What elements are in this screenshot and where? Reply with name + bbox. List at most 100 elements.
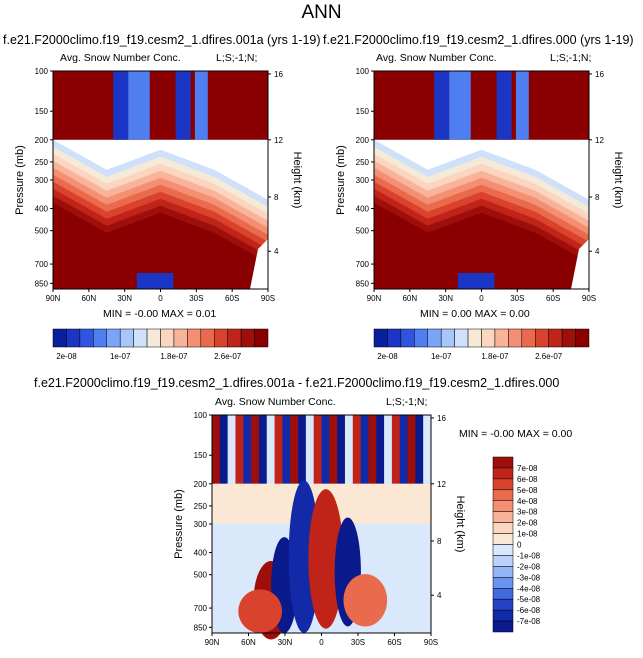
y-axis-title: Pressure (mb): [14, 145, 26, 215]
field-missing: [250, 239, 268, 289]
y-tick-label: 400: [356, 205, 370, 214]
colorbar-tick-label: 1.8e-07: [160, 352, 188, 361]
colorbar-swatch: [492, 566, 514, 578]
y-tick-label: 850: [35, 279, 49, 288]
field-surface-blob: [136, 273, 174, 289]
y-tick-label: 250: [194, 502, 208, 511]
colorbar-swatch: [173, 328, 188, 348]
colorbar-tick-label: -4e-08: [517, 584, 541, 593]
field-upper-stripe: [282, 415, 291, 484]
field-upper: [374, 71, 589, 140]
x-tick-label: 90S: [424, 638, 438, 647]
field-upper-stripe: [212, 415, 221, 484]
field-upper: [53, 71, 268, 140]
y-tick-label: 150: [356, 107, 370, 116]
colorbar-swatch: [440, 328, 455, 348]
y-tick-label: 150: [194, 451, 208, 460]
colorbar-tick-label: 2e-08: [517, 519, 538, 528]
x-tick-label: 90N: [46, 294, 61, 303]
colorbar-swatch: [106, 328, 121, 348]
colorbar-swatch: [387, 328, 402, 348]
colorbar-swatch: [492, 588, 514, 600]
colorbar-tick-label: 1e-07: [110, 352, 131, 361]
field-upper-band: [128, 71, 150, 140]
colorbar-swatch: [492, 511, 514, 523]
y-tick-label: 100: [194, 411, 208, 420]
field-upper-stripe: [266, 415, 276, 484]
colorbar-swatch: [548, 328, 563, 348]
panel-1-units-label: L;S;-1;N;: [216, 52, 258, 64]
y-tick-label: 200: [35, 136, 49, 145]
panel-1-stats: MIN = -0.00 MAX = 0.01: [103, 308, 217, 320]
colorbar-swatch: [119, 328, 134, 348]
field-upper-band: [449, 71, 471, 140]
y-tick-label: 500: [356, 227, 370, 236]
colorbar-swatch: [454, 328, 469, 348]
y-right-axis-title: Height (km): [612, 152, 624, 209]
field-upper-stripe: [329, 415, 338, 484]
y-right-tick-label: 8: [437, 537, 442, 546]
y-tick-label: 300: [356, 176, 370, 185]
field-upper-stripe: [313, 415, 322, 484]
colorbar-swatch: [492, 456, 514, 469]
colorbar-tick-label: -5e-08: [517, 595, 541, 604]
panel-3-units-label: L;S;-1;N;: [386, 396, 428, 408]
colorbar-tick-label: 0: [517, 541, 522, 550]
colorbar-swatch: [561, 328, 576, 348]
colorbar-tick-label: 5e-08: [517, 486, 538, 495]
x-tick-label: 30S: [189, 294, 203, 303]
y-tick-label: 700: [35, 260, 49, 269]
field-upper-stripe: [290, 415, 299, 484]
colorbar-swatch: [492, 489, 514, 501]
colorbar-swatch: [492, 609, 514, 622]
field-upper-stripe: [337, 415, 346, 484]
field-upper-stripe: [298, 415, 307, 484]
colorbar-swatch: [214, 328, 228, 348]
colorbar-swatch: [146, 328, 161, 348]
panel-2-field: [373, 70, 590, 290]
colorbar-swatch: [200, 328, 215, 348]
y-axis-title: Pressure (mb): [335, 145, 347, 215]
x-tick-label: 30N: [438, 294, 453, 303]
y-right-axis-title: Height (km): [454, 496, 466, 553]
colorbar-swatch: [508, 328, 523, 348]
field-missing: [571, 239, 589, 289]
y-tick-label: 300: [194, 520, 208, 529]
field-surface-blob: [457, 273, 495, 289]
panel-1-variable-label: Avg. Snow Number Conc.: [60, 52, 181, 64]
y-right-tick-label: 16: [274, 70, 283, 79]
y-right-tick-label: 16: [595, 70, 604, 79]
field-upper-stripe: [258, 415, 268, 484]
field-upper-stripe: [305, 415, 315, 484]
x-tick-label: 90S: [582, 294, 596, 303]
colorbar-swatch: [481, 328, 496, 348]
x-tick-label: 60N: [81, 294, 96, 303]
y-tick-label: 500: [194, 571, 208, 580]
colorbar-swatch: [133, 328, 148, 348]
field-upper-stripe: [344, 415, 354, 484]
colorbar-swatch: [160, 328, 175, 348]
panel-2-title: f.e21.F2000climo.f19_f19.cesm2_1.dfires.…: [323, 33, 634, 47]
field-band: [53, 202, 268, 289]
y-tick-label: 200: [194, 480, 208, 489]
colorbar-swatch: [492, 555, 514, 567]
field-upper-stripe: [243, 415, 252, 484]
colorbar-tick-label: 1e-07: [431, 352, 452, 361]
field-upper-stripe: [407, 415, 416, 484]
y-tick-label: 150: [35, 107, 49, 116]
colorbar-swatch: [66, 328, 81, 348]
field-upper-band: [113, 71, 129, 140]
colorbar-swatch: [492, 620, 514, 633]
x-tick-label: 60S: [546, 294, 560, 303]
y-tick-label: 100: [35, 67, 49, 76]
colorbar-swatch: [373, 328, 388, 348]
x-tick-label: 30N: [278, 638, 293, 647]
x-tick-label: 90N: [205, 638, 220, 647]
y-tick-label: 250: [356, 158, 370, 167]
colorbar-tick-label: -7e-08: [517, 617, 541, 626]
y-tick-label: 400: [35, 205, 49, 214]
panel-2-units-label: L;S;-1;N;: [550, 52, 592, 64]
y-right-axis-title: Height (km): [291, 152, 303, 209]
colorbar-tick-label: -2e-08: [517, 562, 541, 571]
field-upper-band: [496, 71, 512, 140]
